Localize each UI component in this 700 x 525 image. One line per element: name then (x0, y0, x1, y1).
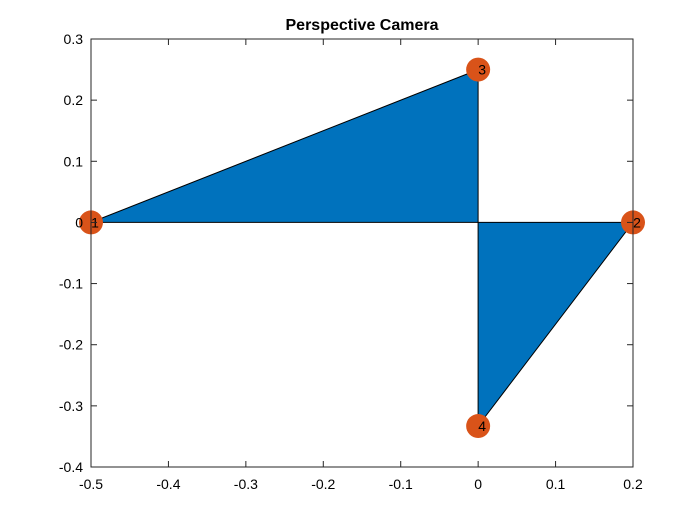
x-tick-label: -0.4 (156, 476, 180, 492)
y-tick-label: 0.1 (64, 153, 84, 169)
y-tick-label: 0 (75, 214, 83, 230)
x-tick-label: -0.1 (389, 476, 413, 492)
x-tick-label: -0.5 (79, 476, 103, 492)
triangle-1 (90, 69, 479, 223)
chart-title: Perspective Camera (286, 17, 439, 34)
y-tick-label: -0.1 (59, 276, 83, 292)
point-marker-3 (466, 57, 491, 82)
axes: -0.5 -0.4 -0.3 -0.2 -0.1 0 0.1 0.2-0.4-0.3-0.2-… (59, 31, 643, 492)
x-tick-label: 0.2 (623, 476, 643, 492)
x-tick-label: -0.2 (311, 476, 335, 492)
point-label-2: 2 (633, 214, 641, 230)
x-tick-label: -0.3 (234, 476, 258, 492)
triangle-fills (90, 69, 634, 427)
y-tick-label: -0.2 (59, 337, 83, 353)
point-marker-4 (466, 414, 491, 439)
x-tick-label: 0.1 (546, 476, 566, 492)
y-tick-label: 0.2 (64, 92, 84, 108)
axes-box (90, 38, 634, 468)
y-tick-label: 0.3 (64, 31, 84, 47)
triangle-2 (477, 221, 634, 427)
y-tick-label: -0.3 (59, 398, 83, 414)
point-label-4: 4 (478, 418, 486, 434)
x-tick-label: 0 (474, 476, 482, 492)
y-tick-label: -0.4 (59, 459, 83, 475)
point-label-3: 3 (478, 62, 486, 78)
